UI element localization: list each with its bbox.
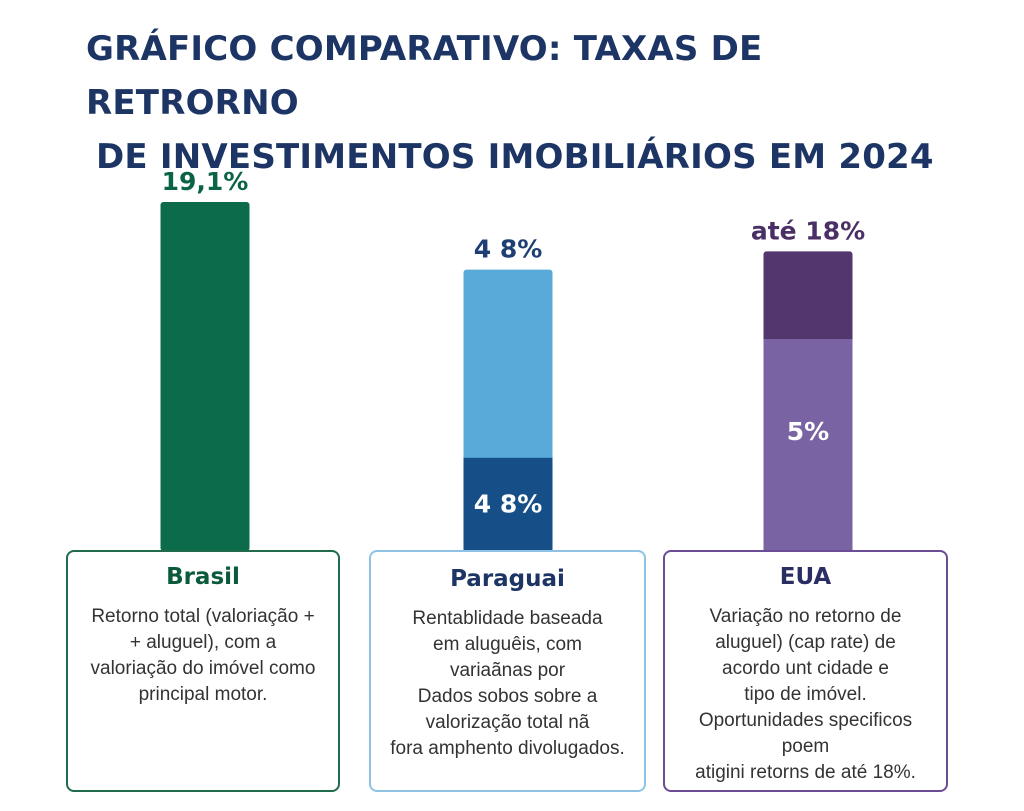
card-eua-line: tipo de imóvel. (744, 684, 867, 705)
card-paraguai-line: Dados sobos sobre a (417, 686, 598, 707)
bar-chart: 19,1% 4 8% 4 8% 5% até 18% (160, 167, 865, 551)
card-brasil-line: + aluguel), com a (129, 632, 277, 653)
card-eua-title: EUA (779, 564, 832, 590)
card-paraguai: Paraguai Rentablidade baseada em aluguêi… (369, 550, 646, 792)
card-paraguai-line: fora amphento divolugados. (390, 738, 625, 759)
bar-value-label-eua: até 18% (751, 216, 865, 245)
card-brasil-title: Brasil (166, 564, 240, 590)
card-eua: EUA Variação no retorno de aluguel) (cap… (663, 550, 948, 792)
chart-title: GRÁFICO COMPARATIVO: TAXAS DE RETRORNO D… (86, 22, 986, 184)
card-brasil: Brasil Retorno total (valoriação + + alu… (66, 550, 340, 792)
bar-segment-label-paraguai: 4 8% (474, 489, 543, 518)
bar-segment-paraguai (463, 457, 553, 551)
card-brasil-line: Retorno total (valoriação + (91, 606, 315, 627)
chart-title-line-1: GRÁFICO COMPARATIVO: TAXAS DE RETRORNO (86, 29, 763, 123)
card-paraguai-line: em aluguêis, com (433, 634, 582, 655)
bar-value-label-paraguai: 4 8% (474, 235, 543, 264)
card-paraguai-line: variaãnas por (449, 660, 566, 681)
card-eua-line: atigini retorns de até 18%. (695, 762, 916, 783)
bar-segment-eua (763, 339, 853, 551)
bar-brasil (160, 202, 250, 551)
card-brasil-line: valoriação do imóvel como (90, 658, 316, 679)
card-paraguai-line: Rentablidade baseada (412, 608, 603, 629)
bar-value-label-brasil: 19,1% (162, 167, 249, 196)
card-brasil-text: Retorno total (valoriação + + aluguel), … (76, 604, 330, 708)
card-eua-line: aluguel) (cap rate) de (715, 632, 896, 653)
card-eua-text: Variação no retorno de aluguel) (cap rat… (673, 604, 938, 786)
card-brasil-line: principal motor. (138, 684, 268, 705)
bar-segment-label-eua: 5% (787, 417, 829, 446)
card-paraguai-title: Paraguai (450, 566, 565, 592)
chart-title-line-2: DE INVESTIMENTOS IMOBILIÁRIOS EM 2024 (96, 137, 934, 177)
card-paraguai-line: valorização total nã (425, 712, 590, 733)
card-paraguai-text: Rentablidade baseada em aluguêis, com va… (379, 606, 636, 762)
card-eua-line: Variação no retorno de (709, 606, 902, 627)
card-eua-line: Oportunidades specificos poem (698, 710, 913, 757)
card-eua-line: acordo unt cidade e (722, 658, 889, 679)
